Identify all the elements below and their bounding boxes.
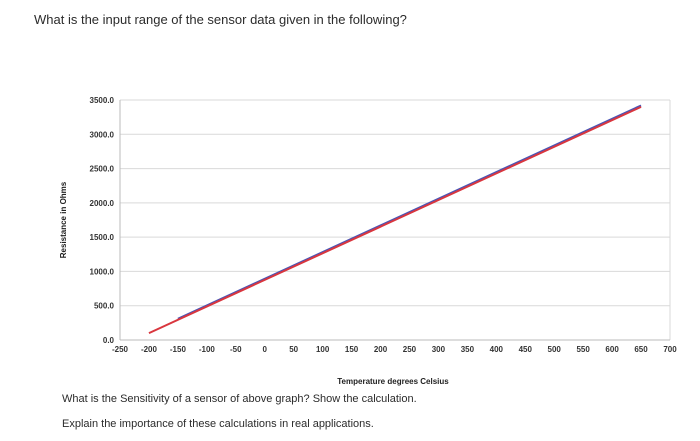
- series-line-2: [148, 105, 642, 335]
- y-tick-label: 0.0: [103, 336, 115, 345]
- y-axis-label: Resistance in Ohms: [59, 181, 68, 258]
- x-tick-label: 500: [548, 345, 562, 354]
- grid-lines: [120, 99, 670, 341]
- importance-question: Explain the importance of these calculat…: [62, 418, 374, 430]
- x-tick-label: 400: [490, 345, 504, 354]
- x-tick-label: -100: [199, 345, 216, 354]
- x-tick-label: 100: [316, 345, 330, 354]
- x-tick-label: 0: [263, 345, 268, 354]
- x-tick-label: 200: [374, 345, 388, 354]
- x-tick-label: 550: [576, 345, 590, 354]
- sensitivity-question: What is the Sensitivity of a sensor of a…: [62, 393, 417, 405]
- series-lines: [148, 104, 642, 335]
- x-tick-label: 650: [634, 345, 648, 354]
- series-line-1: [177, 104, 642, 320]
- y-tick-label: 1000.0: [90, 267, 115, 276]
- x-tick-label: 600: [605, 345, 619, 354]
- y-tick-label: 3000.0: [90, 130, 115, 139]
- y-tick-label: 1500.0: [90, 233, 115, 242]
- y-tick-label: 500.0: [94, 302, 115, 311]
- x-tick-label: -150: [170, 345, 187, 354]
- resistance-temperature-chart: 0.0 500.0 1000.0 1500.0 2000.0 2500.0 3000.0 35…: [50, 70, 680, 400]
- chart-svg: 0.0 500.0 1000.0 1500.0 2000.0 2500.0 3000.0 35…: [59, 96, 678, 386]
- x-tick-label: 700: [663, 345, 677, 354]
- x-tick-label: 150: [345, 345, 359, 354]
- x-tick-label: 450: [519, 345, 533, 354]
- y-tick-label: 2000.0: [90, 199, 115, 208]
- x-tick-label: 300: [432, 345, 446, 354]
- x-tick-label: 250: [403, 345, 417, 354]
- axes: [119, 100, 671, 341]
- x-tick-label: 350: [461, 345, 475, 354]
- x-tick-label: -50: [230, 345, 242, 354]
- tick-labels: 0.0 500.0 1000.0 1500.0 2000.0 2500.0 3000.0 35…: [90, 96, 678, 354]
- x-tick-label: -200: [141, 345, 158, 354]
- x-axis-label: Temperature degrees Celsius: [337, 377, 449, 386]
- x-tick-label: -250: [112, 345, 129, 354]
- question-text: What is the input range of the sensor da…: [34, 12, 407, 27]
- y-tick-label: 2500.0: [90, 165, 115, 174]
- x-tick-label: 50: [289, 345, 298, 354]
- y-tick-label: 3500.0: [90, 96, 115, 105]
